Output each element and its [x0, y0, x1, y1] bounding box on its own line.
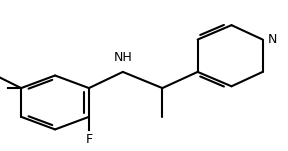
- Text: F: F: [85, 133, 92, 146]
- Text: NH: NH: [113, 51, 132, 64]
- Text: N: N: [268, 33, 277, 46]
